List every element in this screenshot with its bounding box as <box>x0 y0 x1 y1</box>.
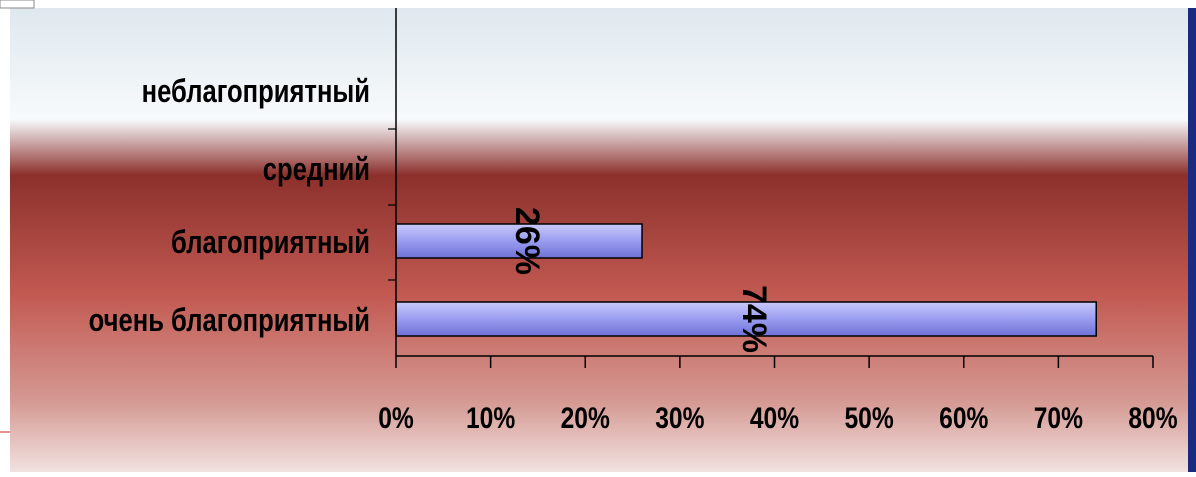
x-tick-label: 70% <box>1034 401 1083 435</box>
right-frame-edge <box>1188 8 1196 472</box>
x-tick-label: 10% <box>466 401 515 435</box>
x-tick-label: 80% <box>1128 401 1177 435</box>
bar-3 <box>395 223 643 259</box>
x-tick-label: 50% <box>845 401 894 435</box>
data-label: 74% <box>735 285 773 353</box>
category-label: неблагоприятный <box>142 74 370 109</box>
category-label: средний <box>263 152 370 187</box>
category-label: благоприятный <box>171 225 370 260</box>
corner-tab <box>0 0 35 9</box>
x-tick-label: 20% <box>561 401 610 435</box>
x-tick-label: 40% <box>750 401 799 435</box>
x-tick-label: 30% <box>655 401 704 435</box>
bar-4 <box>395 301 1097 337</box>
x-tick-label: 0% <box>378 401 414 435</box>
data-label: 26% <box>508 207 546 275</box>
category-label: очень благоприятный <box>89 303 370 338</box>
x-tick-label: 60% <box>939 401 988 435</box>
